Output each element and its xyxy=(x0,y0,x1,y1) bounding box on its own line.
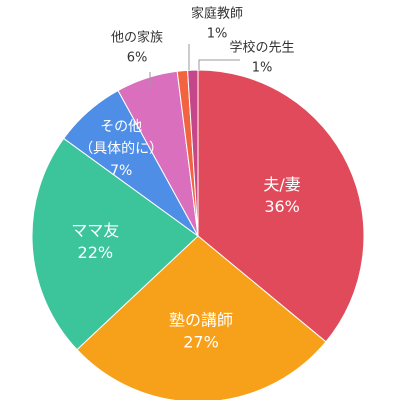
slice-value-label: 22% xyxy=(78,243,114,262)
pie-slice-1 xyxy=(76,235,327,400)
slice-value-label: 7% xyxy=(110,163,132,179)
slice-labels: 夫/妻 36% 塾の講師 27% ママ友 22% その他 （具体的に） 7% 他の家族 6% 家庭教師… xyxy=(71,6,301,352)
pie-slice-0 xyxy=(197,69,365,343)
slice-name-label: ママ友 xyxy=(71,221,119,240)
slice-name-label: 塾の講師 xyxy=(169,311,233,330)
leader-lines xyxy=(149,44,240,88)
slice-value-label: 1% xyxy=(207,27,228,42)
slice-value-label: 36% xyxy=(264,197,300,216)
slice-value-label: 27% xyxy=(183,333,219,352)
slice-value-label: 6% xyxy=(127,51,148,66)
slice-name-label: （具体的に） xyxy=(79,141,163,157)
slice-name-label: 夫/妻 xyxy=(263,175,300,194)
slice-name-label: その他 xyxy=(100,119,142,135)
slice-name-label: 他の家族 xyxy=(111,30,163,46)
pie-slice-6 xyxy=(187,69,199,237)
slice-value-label: 1% xyxy=(252,61,273,76)
leader-line xyxy=(198,59,240,70)
pie-slices xyxy=(31,69,365,400)
slice-name-label: 家庭教師 xyxy=(191,6,243,22)
pie-slice-2 xyxy=(31,137,199,351)
slice-name-label: 学校の先生 xyxy=(229,40,294,56)
